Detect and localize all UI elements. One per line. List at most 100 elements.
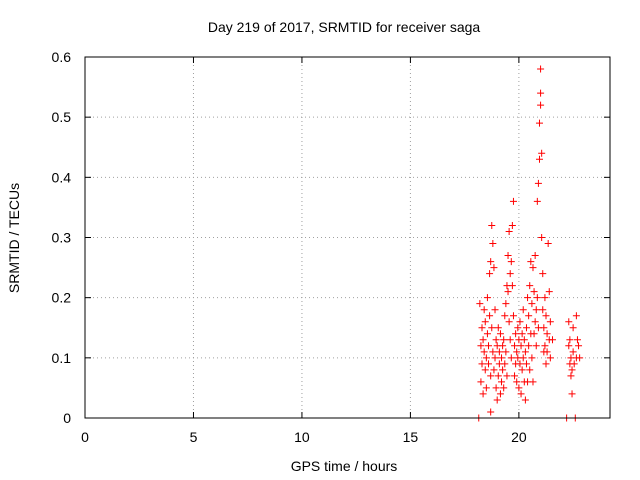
data-point [569,324,577,332]
data-point [517,342,525,350]
data-point [512,330,520,338]
data-point [500,336,508,344]
data-point [537,101,545,109]
data-point [483,294,491,302]
data-point [518,330,526,338]
data-point [539,270,547,278]
data-point [511,372,519,380]
data-point [489,240,497,248]
data-point [508,221,516,229]
chart-title: Day 219 of 2017, SRMTID for receiver sag… [208,19,481,35]
data-point [529,378,537,386]
data-point [507,354,515,362]
data-point [543,348,551,356]
data-point [480,306,488,314]
data-point [575,342,583,350]
data-point [545,288,553,296]
data-point [526,366,534,374]
data-point [542,360,550,368]
data-point [482,384,490,392]
data-point [513,348,521,356]
data-point [525,342,533,350]
data-point [507,258,515,266]
data-point [546,318,554,326]
data-point [528,354,536,362]
data-point [499,366,507,374]
y-tick-label: 0.2 [52,290,72,306]
data-point [516,360,524,368]
data-point [495,348,503,356]
data-point [506,336,514,344]
data-point [508,282,516,290]
data-point [521,396,529,404]
data-point [504,252,512,260]
data-point [487,408,495,416]
data-point [540,324,548,332]
data-point [491,354,499,362]
data-point [485,342,493,350]
data-point [534,179,542,187]
data-point [494,324,502,332]
data-point [506,270,514,278]
data-point [505,227,513,235]
data-point [522,360,530,368]
data-point [544,240,552,248]
data-point [498,378,506,386]
data-point [479,336,487,344]
data-point [491,306,499,314]
data-point [481,318,489,326]
data-point [478,360,486,368]
y-tick-label: 0 [63,410,71,426]
data-point [549,336,557,344]
data-point [565,342,573,350]
data-point [539,306,547,314]
y-tick-label: 0.4 [52,169,72,185]
data-point [493,396,501,404]
data-point [531,252,539,260]
data-point [541,294,549,302]
data-point [535,119,543,127]
data-point [482,354,490,362]
data-point [485,360,493,368]
data-point [568,366,576,374]
data-point [487,372,495,380]
data-point [476,300,484,308]
data-point [570,360,578,368]
data-point [568,390,576,398]
data-point [516,318,524,326]
data-point [483,330,491,338]
y-tick-label: 0.3 [52,230,72,246]
data-point [511,342,519,350]
data-point [541,342,549,350]
data-point [546,354,554,362]
data-point [567,372,575,380]
data-point [522,324,530,332]
data-point [499,342,507,350]
data-point [535,155,543,163]
y-axis-label: SRMTID / TECUs [6,183,22,293]
data-point [501,312,509,320]
points-layer [475,65,584,422]
data-point [542,312,550,320]
data-point [492,384,500,392]
y-tick-label: 0.1 [52,350,72,366]
data-point [486,270,494,278]
data-point [505,318,513,326]
data-point [537,65,545,73]
data-point [532,306,540,314]
data-point [480,348,488,356]
y-tick-label: 0.6 [52,49,72,65]
data-point [496,390,504,398]
data-point [488,324,496,332]
data-point [490,366,498,374]
data-point [488,221,496,229]
data-point [498,354,506,362]
data-point [513,378,521,386]
data-point [524,294,532,302]
data-point [496,330,504,338]
data-point [519,306,527,314]
data-point [528,300,536,308]
data-point [565,318,573,326]
grid-layer [85,57,610,418]
